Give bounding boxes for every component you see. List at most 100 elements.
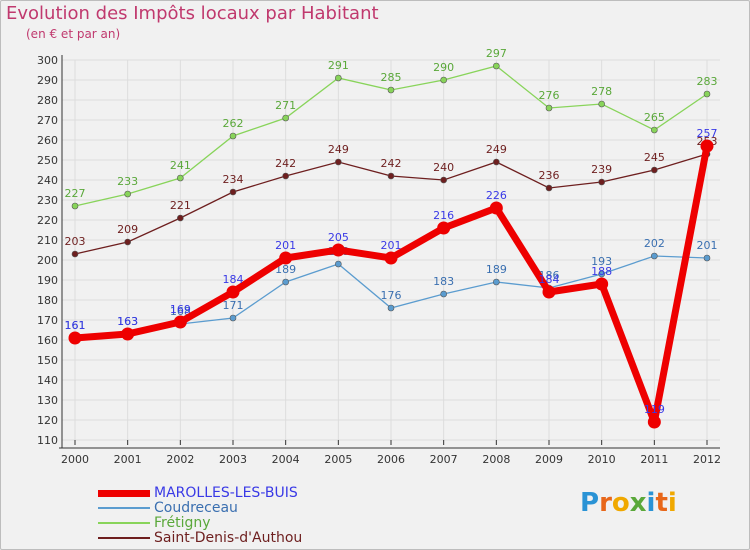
x-tick-label: 2000 bbox=[61, 453, 89, 466]
data-label-fr-tigny: 262 bbox=[223, 117, 244, 130]
logo-letter: i bbox=[646, 488, 656, 518]
data-point-marolles-les-buis bbox=[489, 201, 503, 215]
data-label-fr-tigny: 233 bbox=[117, 175, 138, 188]
data-label-coudreceau: 201 bbox=[697, 239, 718, 252]
y-tick-label: 230 bbox=[37, 194, 58, 207]
data-point-saint-denis-d-authou bbox=[651, 166, 658, 174]
data-point-saint-denis-d-authou bbox=[335, 158, 342, 166]
data-label-coudreceau: 189 bbox=[275, 263, 296, 276]
data-point-fr-tigny bbox=[177, 174, 184, 182]
logo-letter: i bbox=[667, 488, 677, 518]
data-label-coudreceau: 168 bbox=[170, 305, 191, 318]
data-label-saint-denis-d-authou: 203 bbox=[65, 235, 86, 248]
data-label-coudreceau: 202 bbox=[644, 237, 665, 250]
data-point-fr-tigny bbox=[335, 74, 342, 82]
data-label-marolles-les-buis: 119 bbox=[644, 403, 665, 416]
data-label-marolles-les-buis: 163 bbox=[117, 315, 138, 328]
data-label-saint-denis-d-authou: 221 bbox=[170, 199, 191, 212]
data-point-marolles-les-buis bbox=[331, 243, 345, 257]
data-label-marolles-les-buis: 169 bbox=[170, 303, 191, 316]
chart-title: Evolution des Impôts locaux par Habitant bbox=[6, 3, 379, 24]
data-point-saint-denis-d-authou bbox=[177, 214, 184, 222]
proxiti-logo: Proxiti bbox=[580, 488, 677, 518]
logo-letter: P bbox=[580, 488, 600, 518]
data-label-saint-denis-d-authou: 242 bbox=[381, 157, 402, 170]
legend-swatch bbox=[98, 522, 150, 524]
x-tick-label: 2003 bbox=[219, 453, 247, 466]
data-label-marolles-les-buis: 257 bbox=[697, 127, 718, 140]
data-point-fr-tigny bbox=[598, 100, 605, 108]
data-label-coudreceau: 171 bbox=[223, 299, 244, 312]
data-point-coudreceau bbox=[282, 278, 289, 286]
data-label-saint-denis-d-authou: 249 bbox=[328, 143, 349, 156]
data-point-saint-denis-d-authou bbox=[387, 172, 395, 180]
x-tick-label: 2006 bbox=[377, 453, 405, 466]
data-point-marolles-les-buis bbox=[226, 285, 240, 299]
x-tick-label: 2005 bbox=[324, 453, 352, 466]
data-point-fr-tigny bbox=[124, 190, 131, 198]
y-tick-label: 250 bbox=[37, 154, 58, 167]
data-point-saint-denis-d-authou bbox=[71, 250, 79, 258]
data-label-saint-denis-d-authou: 245 bbox=[644, 151, 665, 164]
data-point-saint-denis-d-authou bbox=[493, 158, 500, 166]
data-label-saint-denis-d-authou: 249 bbox=[486, 143, 507, 156]
x-tick-label: 2010 bbox=[588, 453, 616, 466]
data-label-marolles-les-buis: 201 bbox=[275, 239, 296, 252]
data-label-fr-tigny: 227 bbox=[65, 187, 86, 200]
legend-swatch bbox=[98, 537, 150, 539]
data-label-fr-tigny: 278 bbox=[591, 85, 612, 98]
data-label-coudreceau: 183 bbox=[433, 275, 454, 288]
legend-label: Coudreceau bbox=[154, 500, 238, 516]
data-point-marolles-les-buis bbox=[121, 327, 135, 341]
data-point-marolles-les-buis bbox=[279, 251, 293, 265]
data-label-marolles-les-buis: 226 bbox=[486, 189, 507, 202]
y-tick-label: 140 bbox=[37, 374, 58, 387]
data-point-fr-tigny bbox=[71, 202, 79, 210]
y-tick-label: 150 bbox=[37, 354, 58, 367]
data-label-fr-tigny: 276 bbox=[539, 89, 560, 102]
x-tick-label: 2004 bbox=[272, 453, 300, 466]
data-point-coudreceau bbox=[651, 252, 658, 260]
y-tick-label: 290 bbox=[37, 74, 58, 87]
data-point-marolles-les-buis bbox=[542, 285, 556, 299]
y-tick-label: 200 bbox=[37, 254, 58, 267]
data-point-saint-denis-d-authou bbox=[282, 172, 289, 180]
data-point-coudreceau bbox=[229, 314, 237, 322]
y-tick-label: 270 bbox=[37, 114, 58, 127]
y-tick-label: 260 bbox=[37, 134, 58, 147]
data-label-fr-tigny: 291 bbox=[328, 59, 349, 72]
data-point-marolles-les-buis bbox=[700, 139, 714, 153]
y-tick-label: 280 bbox=[37, 94, 58, 107]
data-point-saint-denis-d-authou bbox=[229, 188, 237, 196]
x-tick-label: 2008 bbox=[482, 453, 510, 466]
y-tick-label: 300 bbox=[37, 54, 58, 67]
x-tick-label: 2011 bbox=[640, 453, 668, 466]
data-point-marolles-les-buis bbox=[437, 221, 451, 235]
y-tick-label: 190 bbox=[37, 274, 58, 287]
y-tick-label: 130 bbox=[37, 394, 58, 407]
data-point-fr-tigny bbox=[545, 104, 553, 112]
logo-letter: x bbox=[629, 488, 647, 518]
legend-item-marolles-les-buis: MAROLLES-LES-BUIS bbox=[98, 485, 358, 501]
data-point-marolles-les-buis bbox=[173, 315, 187, 329]
legend-swatch bbox=[98, 507, 150, 509]
data-point-coudreceau bbox=[440, 290, 447, 298]
x-tick-label: 2001 bbox=[114, 453, 142, 466]
data-label-coudreceau: 161 bbox=[65, 319, 86, 332]
data-label-marolles-les-buis: 205 bbox=[328, 231, 349, 244]
data-label-fr-tigny: 297 bbox=[486, 47, 507, 60]
logo-letter: o bbox=[611, 488, 630, 518]
data-point-marolles-les-buis bbox=[384, 251, 398, 265]
data-label-saint-denis-d-authou: 242 bbox=[275, 157, 296, 170]
data-point-marolles-les-buis bbox=[647, 415, 661, 429]
x-tick-label: 2007 bbox=[430, 453, 458, 466]
y-tick-label: 110 bbox=[37, 434, 58, 447]
data-label-coudreceau: 163 bbox=[117, 315, 138, 328]
data-label-marolles-les-buis: 216 bbox=[433, 209, 454, 222]
data-point-coudreceau bbox=[493, 278, 500, 286]
data-label-saint-denis-d-authou: 240 bbox=[433, 161, 454, 174]
data-point-fr-tigny bbox=[387, 86, 395, 94]
data-label-marolles-les-buis: 201 bbox=[381, 239, 402, 252]
data-label-fr-tigny: 241 bbox=[170, 159, 191, 172]
